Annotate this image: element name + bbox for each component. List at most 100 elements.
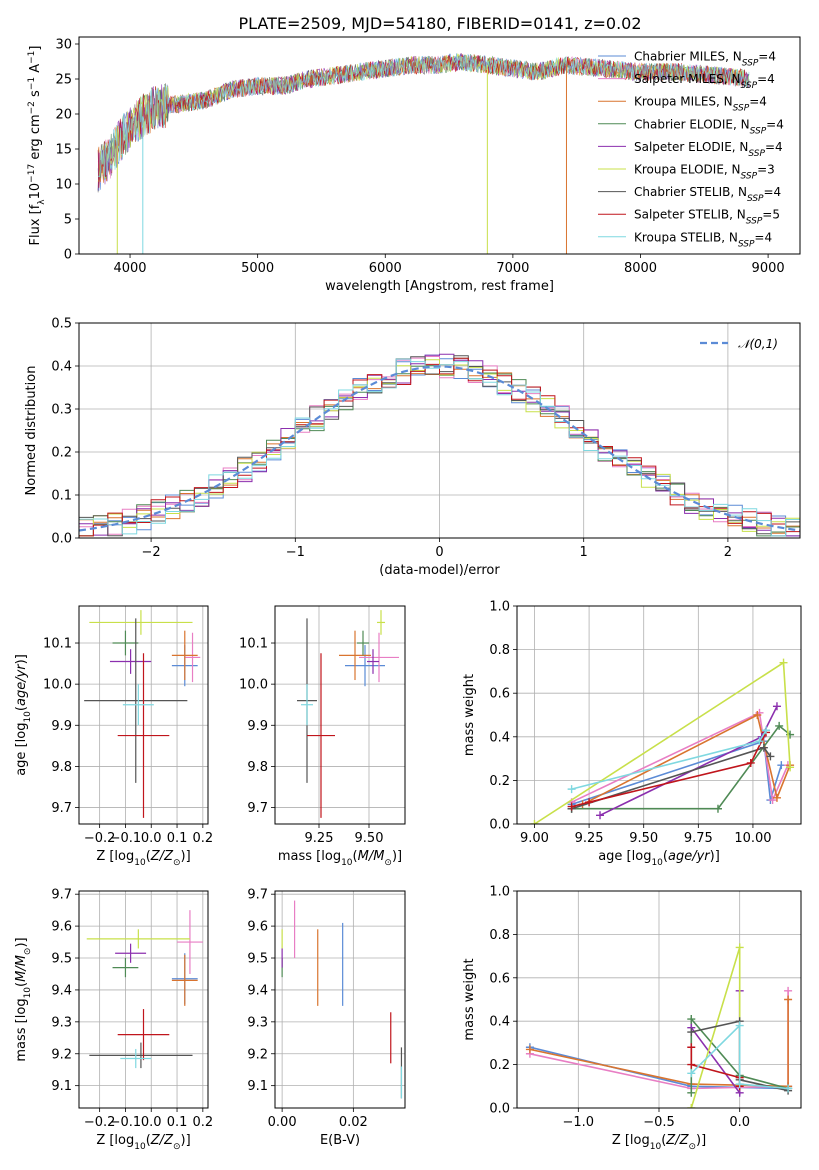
x-tick-label: 8000 — [624, 261, 657, 276]
mass-weight-marker — [713, 804, 722, 813]
y-tick-label: 9.3 — [247, 1015, 268, 1030]
legend-label: Chabrier ELODIE, NSSP=4 — [634, 117, 784, 136]
errorbar-point — [184, 632, 201, 683]
y-tick-label: 0.6 — [489, 687, 510, 702]
legend-label: Kroupa STELIB, NSSP=4 — [634, 230, 772, 249]
y-tick-label: 9.4 — [51, 983, 72, 998]
errorbar-point — [112, 958, 139, 978]
errorbar-point — [117, 653, 170, 818]
y-tick-label: 10 — [55, 178, 72, 193]
plot-area-spectrum — [97, 52, 750, 254]
y-axis-label: mass [log10(M/M⊙)] — [14, 937, 33, 1061]
mass-weight-marker — [784, 995, 793, 1004]
x-tick-label: −2 — [142, 545, 161, 560]
x-tick-label: 0.2 — [192, 831, 213, 846]
plot-area-mass_vs_Z — [86, 910, 203, 1069]
mass-weight-line — [571, 740, 783, 806]
errorbar-point — [109, 649, 152, 674]
axes-frame — [274, 605, 406, 825]
mass-weight-marker — [768, 796, 777, 805]
y-axis-label: age [log10(age/yr)] — [14, 654, 33, 776]
y-tick-label: 0.5 — [51, 317, 72, 332]
errorbar-point — [89, 610, 193, 635]
x-tick-label: 0.1 — [167, 831, 188, 846]
x-tick-label: 9.00 — [520, 831, 549, 846]
y-tick-label: 9.5 — [247, 952, 268, 967]
mass-weight-marker — [596, 811, 605, 820]
axes-mass_vs_EBV: 0.00 0.02 9.1 9.2 9.3 9.4 9.5 9.6 9.7 E(B-V) — [247, 888, 406, 1148]
mass-weight-line — [690, 1023, 789, 1090]
legend-label: Salpeter ELODIE, NSSP=4 — [634, 140, 783, 159]
y-tick-label: 9.7 — [247, 888, 268, 903]
y-tick-label: 0.4 — [489, 730, 510, 745]
x-tick-label: −0.1 — [110, 1115, 142, 1130]
figure-title: PLATE=2509, MJD=54180, FIBERID=0141, z=0… — [238, 14, 641, 33]
plots-layer: 4000 5000 6000 7000 8000 9000051015202530wave… — [14, 36, 802, 1152]
y-tick-label: 9.6 — [247, 920, 268, 935]
plot-area-mass_weight_vs_Z — [525, 943, 793, 1108]
y-tick-label: 5 — [64, 213, 72, 228]
y-tick-label: 9.7 — [247, 801, 268, 816]
errorbar-point — [367, 649, 379, 674]
y-tick-label: 0.0 — [51, 532, 72, 547]
errorbar-point — [120, 1048, 152, 1069]
x-tick-label: 5000 — [241, 261, 274, 276]
axes-residual_histogram: −2 −1 0 1 2 0.0 0.1 0.2 0.3 0.4 0.5 (data-model)/er… — [24, 317, 801, 578]
mass-weight-marker — [687, 1028, 696, 1037]
mass-weight-marker — [735, 943, 744, 952]
mass-weight-marker — [567, 785, 576, 794]
x-tick-label: 9.25 — [575, 831, 604, 846]
errorbar-point — [307, 653, 335, 818]
x-tick-label: 7000 — [496, 261, 529, 276]
y-tick-label: 25 — [55, 73, 72, 88]
y-tick-label: 0.0 — [489, 1102, 510, 1117]
mass-weight-marker — [735, 1080, 744, 1089]
mass-weight-marker — [735, 1021, 744, 1030]
x-axis-label: Z [log10(Z/Z⊙)] — [96, 1133, 190, 1152]
y-tick-label: 10.1 — [43, 637, 72, 652]
mass-weight-line — [571, 724, 791, 810]
errorbar-point — [339, 630, 371, 681]
mass-weight-marker — [762, 726, 771, 735]
x-tick-label: −1 — [286, 545, 305, 560]
axes-age_vs_mass: 9.25 9.50 9.7 9.8 9.9 10.0 10.1 mass [log10(M/M… — [239, 605, 406, 868]
y-tick-label: 9.1 — [51, 1079, 72, 1094]
x-tick-label: 9.50 — [355, 831, 384, 846]
legend-label: Salpeter STELIB, NSSP=5 — [634, 208, 780, 227]
x-tick-label: 0.0 — [141, 831, 162, 846]
plot-area-mass_vs_EBV — [281, 900, 403, 1099]
mass-weight-marker — [786, 763, 795, 772]
spectrum-line — [97, 53, 750, 182]
mass-weight-marker — [775, 721, 784, 730]
x-tick-label: 6000 — [369, 261, 402, 276]
x-tick-label: 1 — [580, 545, 588, 560]
x-axis-label: age [log10(age/yr)] — [598, 849, 720, 868]
mass-weight-marker — [687, 1060, 696, 1069]
y-tick-label: 0.3 — [51, 403, 72, 418]
legend-label: Chabrier STELIB, NSSP=4 — [634, 185, 781, 204]
y-tick-label: 0.2 — [489, 774, 510, 789]
axes-frame — [516, 605, 802, 825]
errorbar-point — [86, 929, 190, 949]
x-tick-label: 0 — [435, 545, 443, 560]
legend-label: 𝒩(0,1) — [738, 337, 778, 351]
errorbar-point — [171, 630, 198, 681]
y-tick-label: 9.7 — [51, 888, 72, 903]
legend-label: Salpeter MILES, NSSP=4 — [634, 72, 775, 91]
y-tick-label: 0.8 — [489, 643, 510, 658]
mass-weight-marker — [772, 702, 781, 711]
y-tick-label: 9.5 — [51, 952, 72, 967]
errorbar-point — [377, 610, 385, 635]
x-tick-label: 9.25 — [305, 831, 334, 846]
y-tick-label: 10.0 — [239, 678, 268, 693]
x-tick-label: 0.1 — [167, 1115, 188, 1130]
y-tick-label: 0.8 — [489, 928, 510, 943]
y-tick-label: 9.8 — [51, 760, 72, 775]
plot-area-mass_weight_vs_age — [530, 658, 795, 824]
mass-weight-marker — [766, 752, 775, 761]
y-axis-label: mass weight — [462, 674, 477, 756]
mass-weight-marker — [784, 986, 793, 995]
y-tick-label: 20 — [55, 108, 72, 123]
axes-mass_weight_vs_Z: −1.0 −0.5 0.0 0.0 0.2 0.4 0.6 0.8 1.0 Z [log10(Z/… — [462, 885, 802, 1152]
x-tick-label: 0.2 — [192, 1115, 213, 1130]
